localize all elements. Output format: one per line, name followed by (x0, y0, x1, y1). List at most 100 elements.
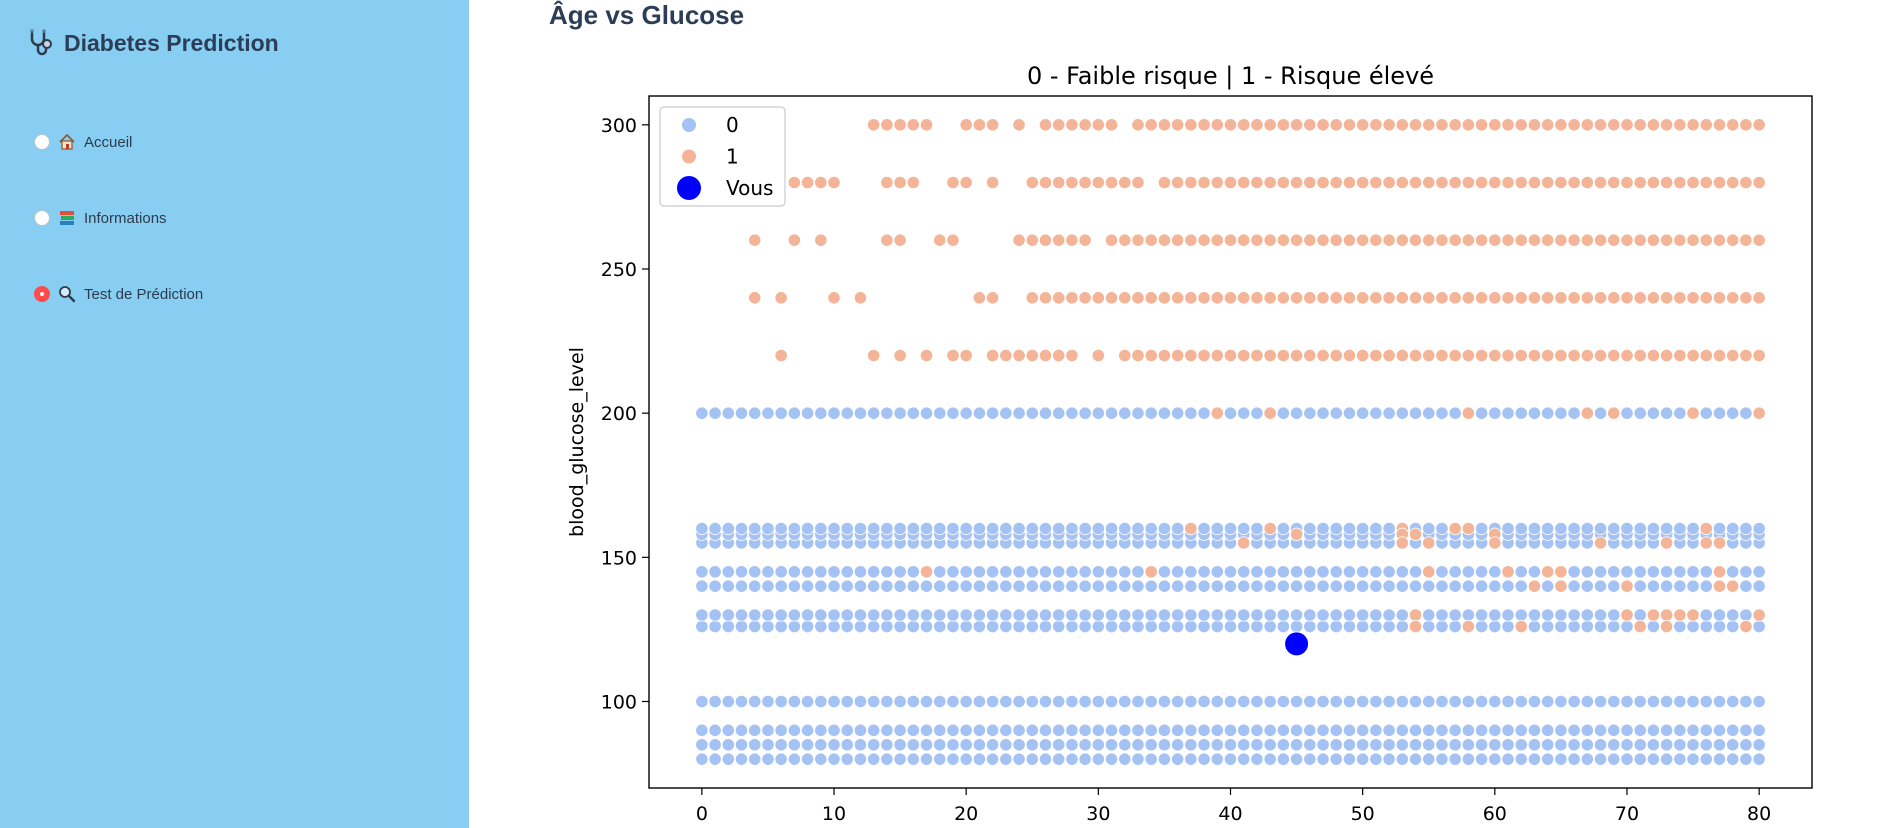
data-point-series-0 (1527, 752, 1542, 766)
data-point-series-0 (1329, 608, 1343, 622)
data-point-series-0 (1131, 723, 1145, 737)
data-point-series-1 (1422, 348, 1436, 363)
sidebar-item-test-prediction[interactable]: Test de Prédiction (34, 282, 203, 306)
data-point-series-0 (734, 723, 749, 737)
data-point-series-1 (1012, 348, 1026, 363)
data-point-series-0 (1369, 608, 1383, 622)
data-point-series-0 (787, 619, 801, 634)
data-point-series-0 (1541, 694, 1555, 709)
data-point-series-1 (1435, 348, 1449, 363)
data-point-series-1 (1197, 348, 1211, 363)
data-point-series-0 (774, 565, 788, 579)
data-point-series-0 (1157, 579, 1172, 593)
data-point-series-0 (933, 608, 947, 622)
data-point-series-0 (1157, 694, 1172, 709)
plot-frame (648, 95, 1813, 789)
data-point-series-1 (1303, 175, 1317, 190)
data-point-series-0 (1316, 579, 1330, 593)
data-point-series-1 (1237, 291, 1251, 305)
data-point-series-1 (1752, 608, 1766, 622)
data-point-series-0 (827, 738, 841, 752)
data-point-series-0 (800, 694, 815, 709)
data-point-series-0 (1157, 752, 1172, 766)
data-point-series-0 (1104, 738, 1119, 752)
data-point-series-0 (787, 579, 801, 593)
data-point-series-1 (800, 175, 815, 190)
data-point-series-0 (959, 738, 973, 752)
data-point-series-0 (1620, 619, 1634, 634)
data-point-series-0 (1699, 579, 1713, 593)
data-point-series-1 (1673, 118, 1687, 132)
data-point-series-0 (1303, 752, 1317, 766)
data-point-series-0 (1448, 694, 1462, 709)
data-point-series-1 (1408, 348, 1423, 363)
radio-accueil[interactable] (34, 134, 50, 150)
data-point-series-1 (1104, 233, 1119, 247)
data-point-series-0 (1316, 608, 1330, 622)
data-point-series-1 (1144, 565, 1158, 579)
data-point-series-0 (1712, 723, 1727, 737)
data-point-series-1 (1303, 291, 1317, 305)
data-point-series-1 (1699, 118, 1713, 132)
data-point-series-0 (1514, 521, 1528, 536)
data-point-series-1 (1408, 233, 1423, 247)
data-point-series-1 (1012, 233, 1026, 247)
data-point-series-0 (840, 521, 854, 536)
data-point-series-1 (1316, 348, 1330, 363)
data-point-series-0 (1620, 521, 1634, 536)
data-point-series-0 (1184, 579, 1198, 593)
y-tick-label: 100 (601, 692, 637, 714)
data-point-series-0 (906, 694, 920, 709)
data-point-series-0 (708, 565, 722, 579)
data-point-series-0 (1501, 694, 1515, 709)
data-point-series-0 (1184, 619, 1198, 634)
data-point-series-0 (1422, 752, 1436, 766)
data-point-series-0 (1038, 565, 1053, 579)
radio-test-prediction[interactable] (34, 286, 50, 302)
data-point-series-0 (1237, 521, 1251, 536)
data-point-series-1 (1052, 118, 1066, 132)
data-point-series-0 (1369, 579, 1383, 593)
data-point-series-0 (1395, 565, 1409, 579)
house-icon (59, 133, 75, 150)
data-point-series-0 (1422, 521, 1436, 536)
data-point-series-1 (1395, 348, 1409, 363)
data-point-series-0 (1342, 738, 1357, 752)
data-point-series-0 (1646, 565, 1661, 579)
data-point-series-0 (1250, 565, 1264, 579)
data-point-series-0 (708, 521, 722, 536)
data-point-series-1 (1065, 175, 1079, 190)
data-point-series-0 (734, 406, 749, 420)
data-point-series-0 (1118, 565, 1132, 579)
data-point-series-0 (1488, 406, 1502, 420)
data-point-series-1 (1686, 291, 1700, 305)
data-point-series-0 (1475, 723, 1489, 737)
data-point-series-1 (1593, 348, 1608, 363)
data-point-series-1 (1633, 233, 1647, 247)
data-point-series-0 (1329, 694, 1343, 709)
data-point-series-0 (1237, 579, 1251, 593)
sidebar-item-informations[interactable]: Informations (34, 206, 203, 230)
data-point-series-0 (1726, 608, 1740, 622)
data-point-series-1 (1052, 175, 1066, 190)
data-point-series-1 (1514, 619, 1528, 634)
data-point-series-0 (946, 738, 960, 752)
data-point-series-0 (946, 608, 960, 622)
data-point-series-0 (1699, 694, 1713, 709)
radio-informations[interactable] (34, 210, 50, 226)
data-point-series-1 (1752, 233, 1766, 247)
data-point-series-1 (1382, 291, 1396, 305)
data-point-series-0 (840, 579, 854, 593)
data-point-series-1 (1448, 348, 1462, 363)
sidebar-item-accueil[interactable]: Accueil (34, 130, 203, 154)
data-point-series-0 (1012, 619, 1026, 634)
y-tick-label: 250 (601, 259, 637, 281)
data-point-series-1 (1593, 291, 1608, 305)
data-point-series-0 (959, 752, 973, 766)
data-point-series-0 (1329, 406, 1343, 420)
data-point-series-1 (1052, 291, 1066, 305)
data-point-series-1 (1580, 175, 1594, 190)
data-point-series-1 (1104, 175, 1119, 190)
data-point-series-0 (1276, 752, 1290, 766)
data-point-series-0 (1210, 723, 1224, 737)
